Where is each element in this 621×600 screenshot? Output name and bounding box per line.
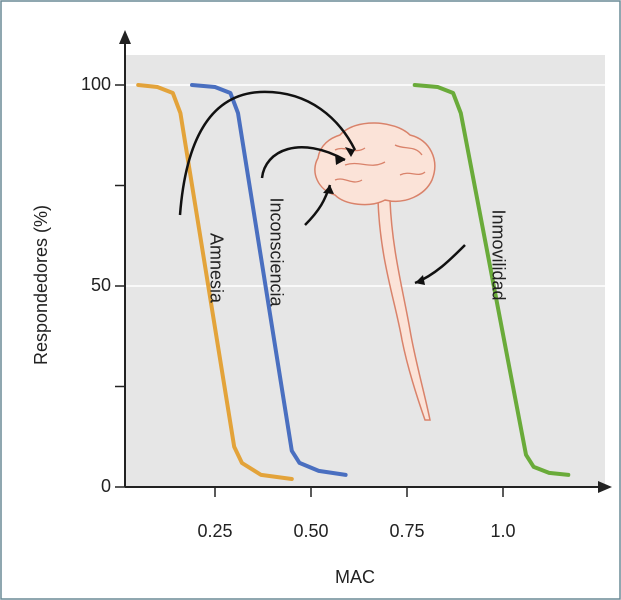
y-tick-label: 50 bbox=[91, 275, 111, 295]
series-line bbox=[136, 83, 294, 481]
x-tick-label: 0.75 bbox=[389, 521, 424, 541]
x-axis-arrow bbox=[598, 481, 612, 493]
y-axis-arrow bbox=[119, 30, 131, 44]
series-line bbox=[412, 83, 571, 477]
series-label: Inmovilidad bbox=[488, 209, 508, 300]
brain-illustration bbox=[178, 90, 466, 421]
y-tick-label: 0 bbox=[101, 476, 111, 496]
series-label: Amnesia bbox=[206, 233, 226, 304]
series-label: Inconsciencia bbox=[266, 197, 286, 307]
x-tick-label: 0.25 bbox=[197, 521, 232, 541]
series-line bbox=[190, 83, 348, 477]
x-tick-label: 1.0 bbox=[490, 521, 515, 541]
y-tick-label: 100 bbox=[81, 74, 111, 94]
x-tick-label: 0.50 bbox=[293, 521, 328, 541]
plot-background bbox=[125, 55, 605, 487]
y-axis-label: Respondedores (%) bbox=[31, 205, 51, 365]
x-axis-label: MAC bbox=[335, 567, 375, 587]
